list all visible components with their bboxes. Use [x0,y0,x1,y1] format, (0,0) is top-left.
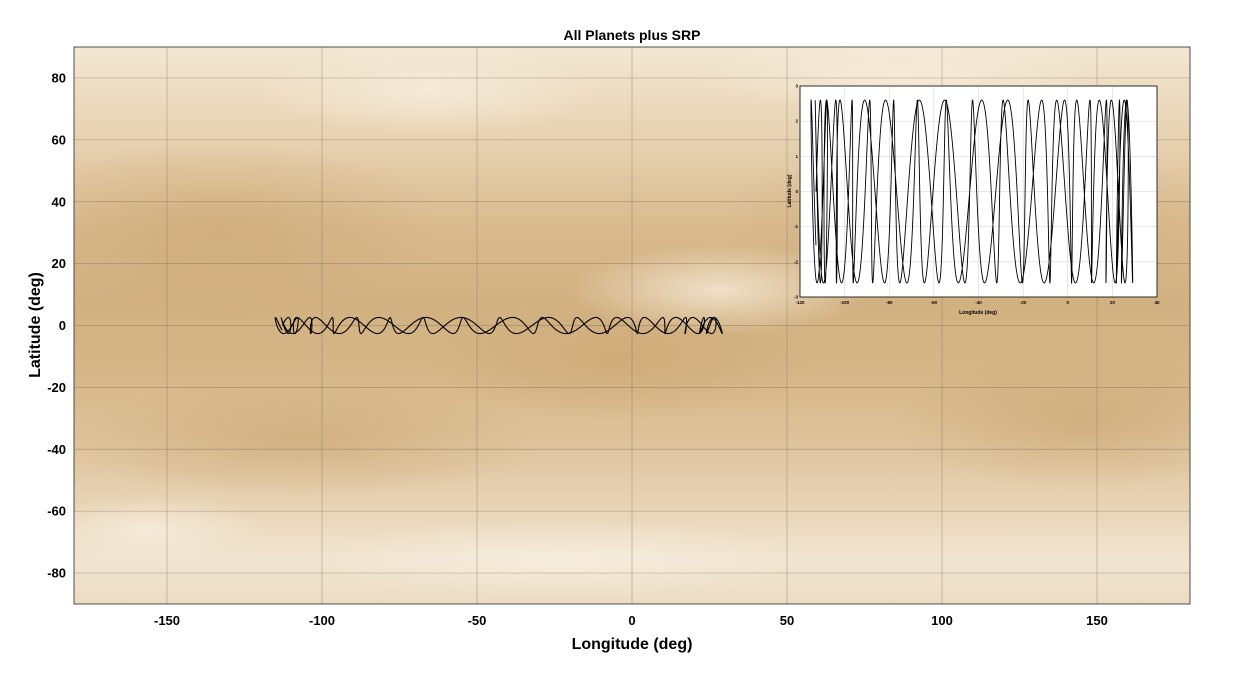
y-tick-label: -80 [47,566,66,581]
inset-ground-track [810,99,1134,285]
y-tick-label: 3 [795,84,798,89]
y-tick-label: 20 [52,256,66,271]
inset-y-axis-label: Latitude (deg) [787,174,793,207]
y-tick-label: -2 [794,259,798,264]
y-tick-label: -60 [47,504,66,519]
x-tick-label: -80 [886,300,893,305]
y-tick-label: 60 [52,132,66,147]
series-line-0 [810,99,1134,285]
x-tick-label: 50 [780,613,794,628]
main-title: All Planets plus SRP [564,27,701,43]
series-line-0 [274,316,723,335]
x-tick-label: -120 [795,300,805,305]
main-y-axis-label: Latitude (deg) [27,272,44,378]
x-tick-label: 20 [1110,300,1116,305]
inset-x-axis-label: Longitude (deg) [959,310,997,316]
x-tick-label: 0 [1066,300,1069,305]
x-tick-label: 150 [1086,613,1108,628]
x-tick-label: -60 [931,300,938,305]
x-tick-label: -50 [468,613,487,628]
x-tick-label: 0 [628,613,635,628]
main-ground-track [274,316,723,335]
main-tick-labels: -150 -100 -50 0 50 100 150-80-60-40-2002040608… [47,70,1108,628]
y-tick-label: -20 [47,380,66,395]
inset-tick-labels: -120 -100 -80 -60 -40 -20 0 20 40 -3 -2 -1 0 1 2 3 [794,84,1160,305]
inset-chart: -120 -100 -80 -60 -40 -20 0 20 40 -3 -2 -1 0 1 2 3 Long… [787,84,1160,316]
y-tick-label: 0 [59,318,66,333]
x-tick-label: -40 [975,300,982,305]
x-tick-label: -100 [309,613,335,628]
x-tick-label: 100 [931,613,953,628]
inset-axes-frame [799,85,1158,298]
main-x-axis-label: Longitude (deg) [572,636,693,653]
y-tick-label: 80 [52,70,66,85]
y-tick-label: 2 [795,119,798,124]
x-tick-label: -100 [840,300,850,305]
x-tick-label: -20 [1020,300,1027,305]
x-tick-label: -150 [154,613,180,628]
y-tick-label: -3 [794,295,798,300]
y-tick-label: -40 [47,442,66,457]
main-axes-frame [73,46,1191,605]
y-tick-label: 0 [795,189,798,194]
x-tick-label: 40 [1154,300,1160,305]
y-tick-label: -1 [794,224,798,229]
y-tick-label: 1 [795,154,798,159]
y-tick-label: 40 [52,194,66,209]
